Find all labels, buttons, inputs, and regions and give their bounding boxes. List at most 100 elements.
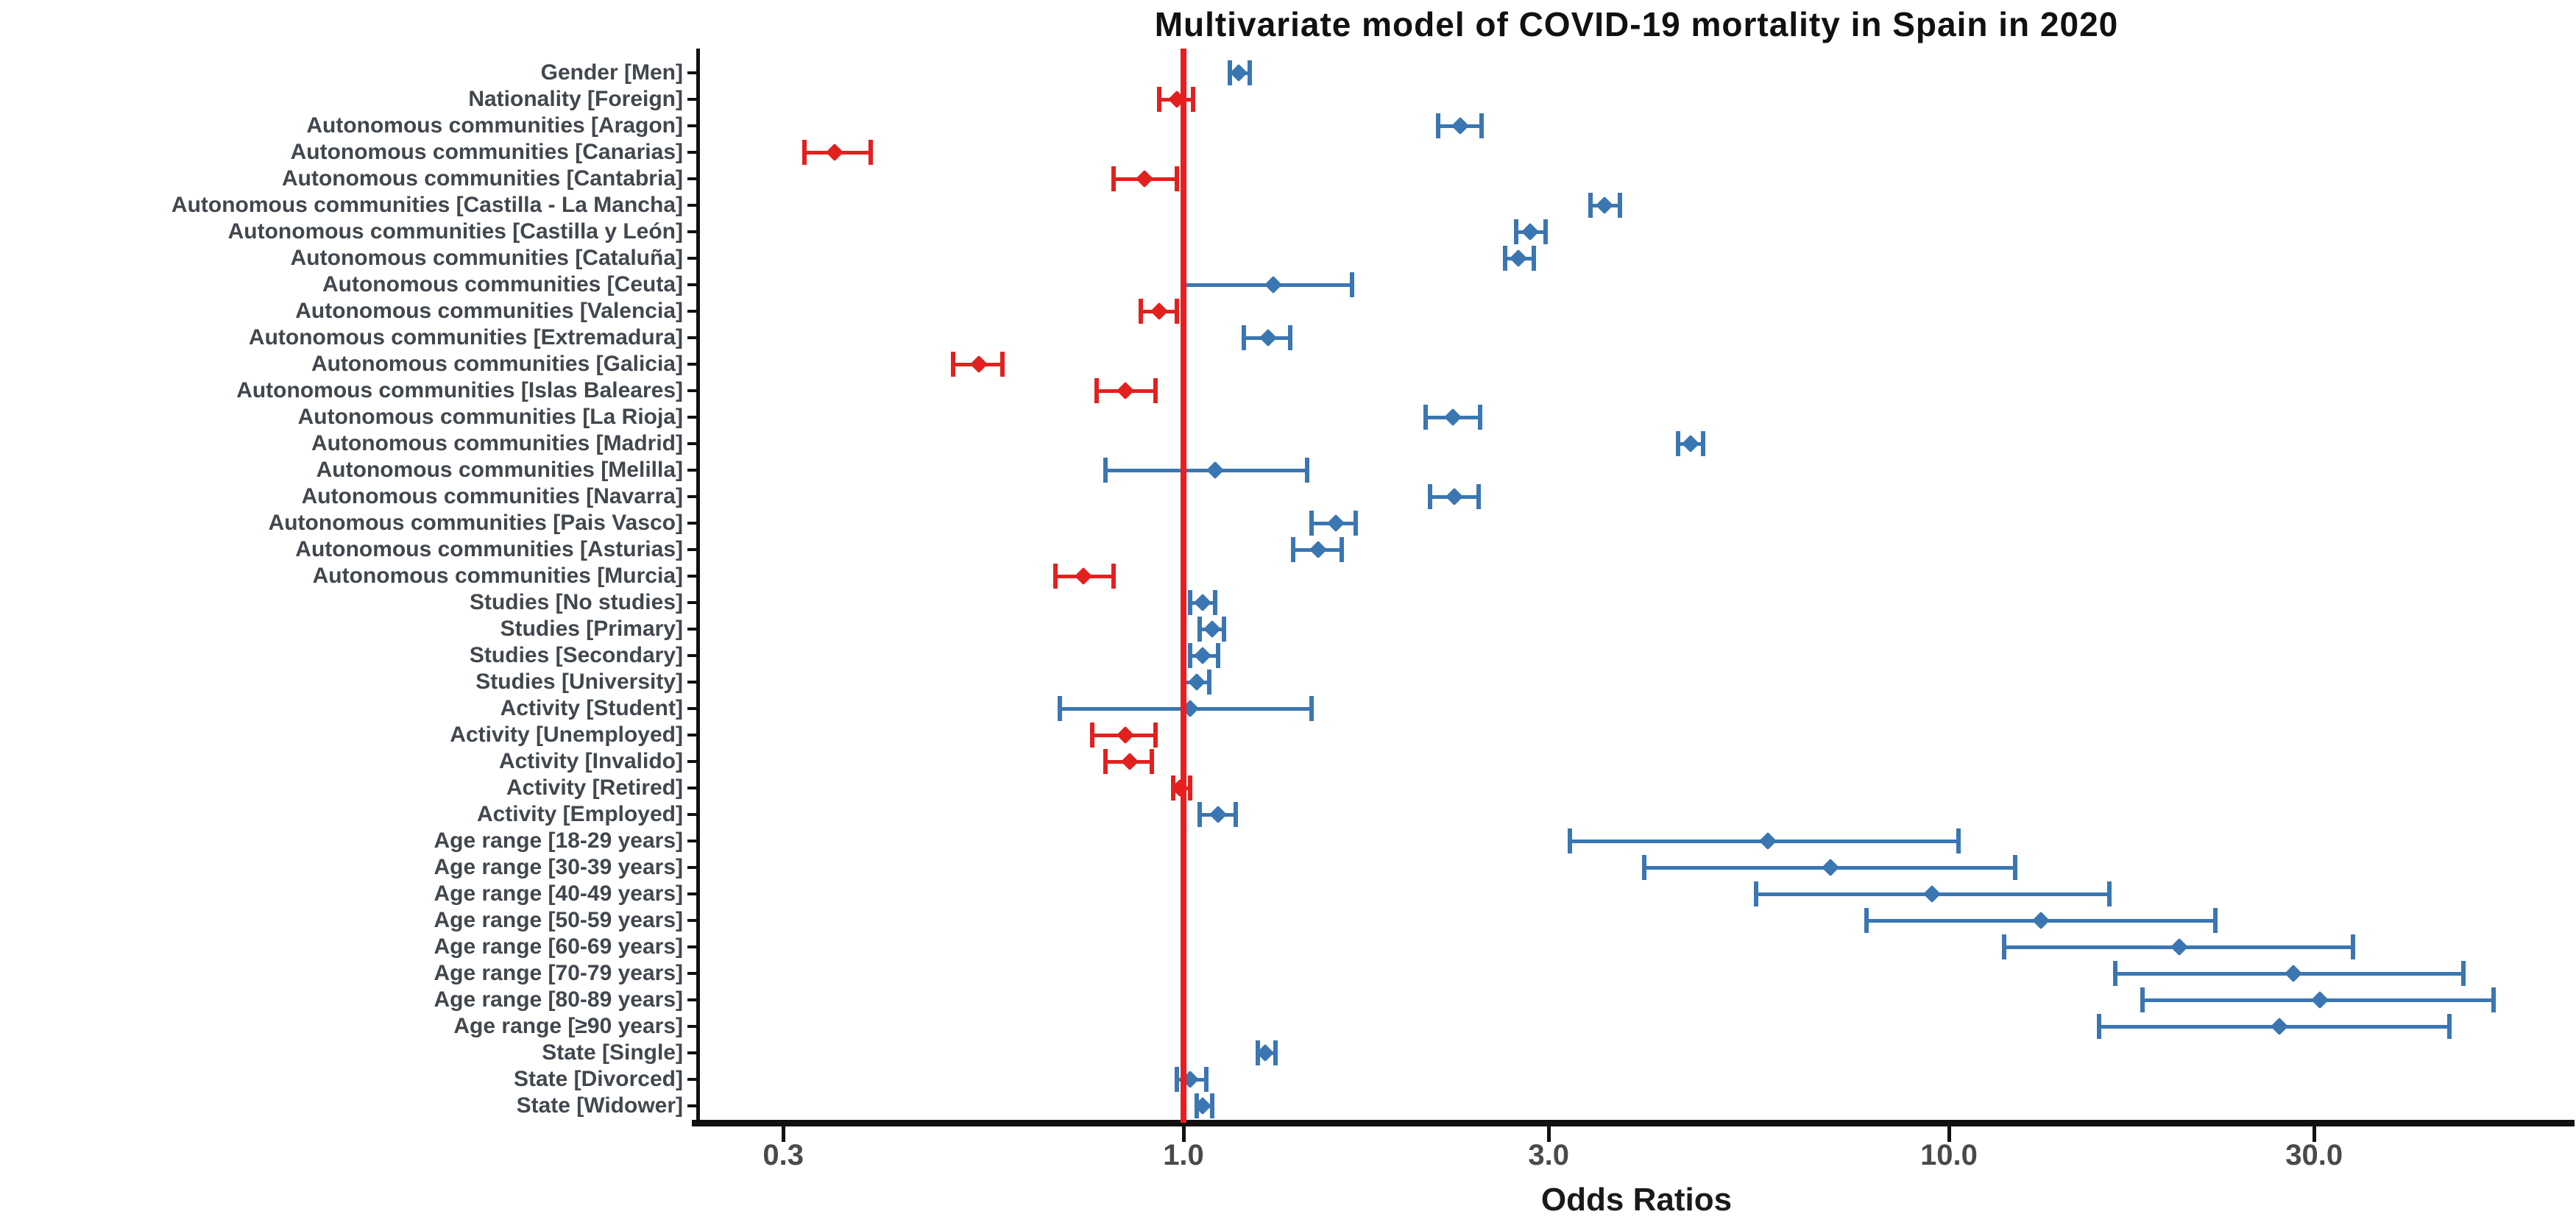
ci-cap-right — [1222, 617, 1227, 642]
y-axis-tick — [687, 548, 697, 551]
point-marker — [1444, 408, 1462, 427]
point-marker — [1446, 487, 1464, 506]
ci-cap-right — [1477, 405, 1482, 430]
ci-cap-left — [1588, 193, 1593, 218]
y-axis-tick — [687, 1078, 697, 1081]
ci-cap-left — [1568, 828, 1573, 853]
ci-cap-right — [1233, 802, 1238, 827]
ci-cap-right — [1532, 246, 1537, 271]
ci-cap-left — [1513, 219, 1518, 244]
point-marker — [1209, 805, 1228, 824]
y-axis-tick — [687, 495, 697, 498]
y-axis-tick — [687, 124, 697, 127]
y-axis-label: State [Divorced] — [513, 1067, 683, 1091]
y-axis-label: Age range [40-49 years] — [434, 881, 684, 906]
ci-cap-left — [2096, 1014, 2101, 1039]
y-axis-tick — [687, 998, 697, 1001]
ci-cap-right — [2213, 908, 2218, 933]
point-marker — [1229, 63, 1248, 82]
y-axis-tick — [687, 71, 697, 74]
ci-cap-left — [1103, 458, 1108, 483]
y-axis-tick — [687, 522, 697, 525]
ci-cap-left — [1139, 299, 1144, 324]
ci-cap-left — [1197, 617, 1203, 642]
ci-cap-left — [1157, 87, 1162, 112]
y-axis-label: Activity [Retired] — [506, 776, 683, 800]
ci-cap-left — [1174, 1067, 1179, 1092]
y-axis-tick — [687, 813, 697, 816]
ci-cap-right — [2491, 987, 2497, 1012]
y-axis-tick — [687, 98, 697, 101]
y-axis-tick — [687, 1104, 697, 1107]
point-marker — [1326, 514, 1345, 533]
y-axis-label: Autonomous communities [Ceuta] — [322, 272, 683, 297]
ci-cap-left — [1502, 246, 1507, 271]
y-axis-tick — [687, 469, 697, 472]
y-axis-tick — [687, 310, 697, 313]
ci-cap-left — [1197, 802, 1203, 827]
ci-cap-right — [1206, 670, 1211, 695]
ci-cap-left — [1242, 325, 1247, 350]
ci-cap-left — [1642, 855, 1647, 880]
y-axis-tick — [687, 628, 697, 631]
ci-cap-left — [1187, 643, 1192, 668]
y-axis-tick — [687, 734, 697, 737]
ci-cap-right — [1288, 325, 1293, 350]
x-axis-line — [692, 1120, 2575, 1126]
y-axis-label: Autonomous communities [Cataluña] — [290, 246, 683, 270]
y-axis-label: Age range [50-59 years] — [434, 908, 684, 932]
x-tick-label: 3.0 — [1528, 1139, 1569, 1171]
y-axis-tick — [687, 892, 697, 895]
point-marker — [2285, 964, 2303, 983]
ci-cap-left — [2001, 934, 2006, 959]
y-axis-label: Autonomous communities [Melilla] — [316, 458, 683, 482]
point-marker — [825, 143, 843, 162]
y-axis-label: Autonomous communities [Murcia] — [312, 564, 683, 588]
reference-line-or-1 — [1181, 49, 1186, 1123]
x-tick-label: 30.0 — [2285, 1139, 2343, 1171]
y-axis-label: State [Single] — [542, 1040, 683, 1065]
y-axis-label: Studies [University] — [475, 670, 683, 694]
ci-cap-right — [1174, 299, 1179, 324]
y-axis-tick — [687, 257, 697, 260]
point-marker — [1596, 196, 1614, 215]
x-tick-label: 10.0 — [1920, 1139, 1978, 1171]
y-axis-label: Gender [Men] — [540, 60, 683, 85]
y-axis-label: Activity [Student] — [500, 696, 683, 720]
ci-cap-right — [1213, 590, 1218, 615]
ci-cap-right — [1111, 564, 1116, 589]
point-marker — [1521, 222, 1540, 241]
ci-cap-right — [1209, 1093, 1214, 1118]
ci-cap-left — [1111, 166, 1116, 191]
ci-cap-right — [1476, 484, 1482, 509]
point-marker — [1150, 302, 1169, 321]
point-marker — [2032, 911, 2050, 930]
ci-cap-left — [1058, 696, 1063, 721]
y-axis-tick — [687, 681, 697, 684]
ci-cap-right — [1479, 113, 1484, 138]
chart-title: Multivariate model of COVID-19 mortality… — [1154, 5, 2119, 43]
x-tick-label: 1.0 — [1163, 1139, 1204, 1171]
x-axis-tick — [1947, 1126, 1951, 1142]
y-axis-tick — [687, 575, 697, 578]
ci-cap-left — [802, 140, 807, 165]
point-marker — [1682, 434, 1700, 453]
y-axis-tick — [687, 972, 697, 975]
y-axis-line — [696, 49, 700, 1123]
y-axis-tick — [687, 1051, 697, 1054]
ci-error-bar — [1105, 468, 1307, 472]
x-axis-title: Odds Ratios — [1540, 1182, 1733, 1218]
x-axis-tick — [2313, 1126, 2317, 1142]
ci-cap-right — [1309, 696, 1314, 721]
ci-cap-left — [1187, 590, 1192, 615]
x-axis-tick — [1547, 1126, 1551, 1142]
point-marker — [1203, 620, 1221, 639]
y-axis-tick — [687, 707, 697, 710]
y-axis-label: Age range [30-39 years] — [434, 855, 684, 879]
ci-cap-right — [1273, 1040, 1278, 1065]
ci-cap-right — [1174, 166, 1179, 191]
y-axis-tick — [687, 945, 697, 948]
point-marker — [1206, 461, 1225, 480]
